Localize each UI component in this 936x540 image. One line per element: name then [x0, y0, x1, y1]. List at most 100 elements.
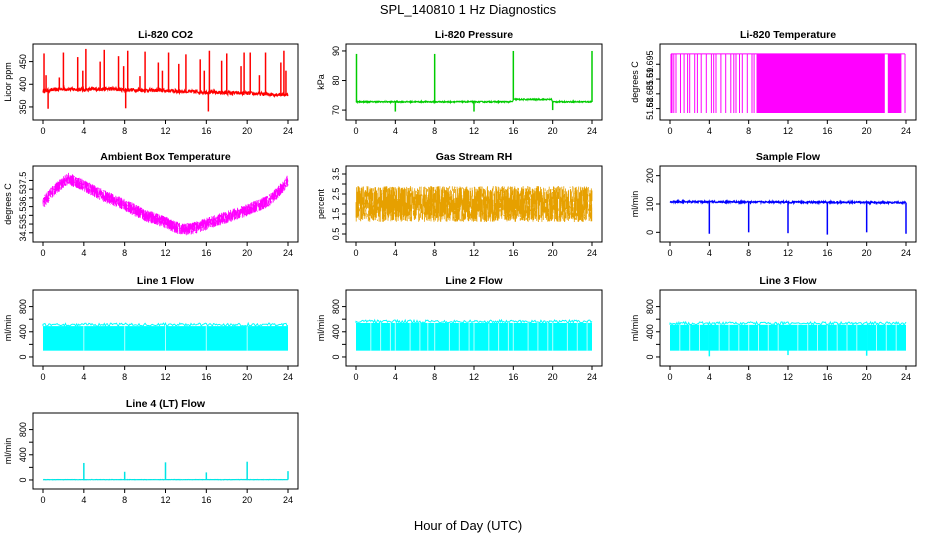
x-tick-label: 24: [901, 372, 911, 382]
x-tick-label: 4: [707, 248, 712, 258]
series-gap: [370, 322, 588, 351]
x-tick-label: 24: [283, 126, 293, 136]
y-axis-label: ml/min: [3, 438, 13, 465]
y-tick-label: 51.695: [645, 50, 655, 78]
x-tick-label: 20: [548, 248, 558, 258]
x-tick-label: 24: [587, 248, 597, 258]
y-tick-label: 0.5: [331, 228, 341, 241]
figure-xlabel: Hour of Day (UTC): [413, 518, 523, 533]
figure-title: SPL_140810 1 Hz Diagnostics: [379, 2, 557, 17]
x-tick-label: 8: [746, 372, 751, 382]
x-tick-label: 4: [707, 372, 712, 382]
x-tick-label: 0: [40, 372, 45, 382]
x-tick-label: 24: [587, 126, 597, 136]
x-tick-label: 20: [242, 248, 252, 258]
x-tick-label: 16: [201, 372, 211, 382]
panel-title: Li-820 Temperature: [740, 29, 836, 41]
x-tick-label: 8: [432, 126, 437, 136]
x-tick-label: 4: [81, 126, 86, 136]
chart-panel: Line 2 Flowml/min04812162024020040060080…: [316, 275, 603, 382]
x-tick-label: 20: [242, 126, 252, 136]
x-tick-label: 4: [393, 372, 398, 382]
panel-title: Line 1 Flow: [137, 275, 195, 287]
series-band: [355, 186, 593, 222]
x-tick-label: 4: [707, 126, 712, 136]
x-tick-label: 0: [353, 248, 358, 258]
y-tick-label: 70: [331, 105, 341, 115]
series-line: [669, 320, 907, 327]
x-tick-label: 8: [122, 126, 127, 136]
x-tick-label: 0: [353, 372, 358, 382]
y-tick-label: 450: [18, 54, 28, 69]
y-tick-label: 80: [331, 76, 341, 86]
chart-panel: Sample Flow ml/min 0 4 8 12 16 20 24 0 100 200: [630, 151, 917, 258]
x-tick-label: 20: [862, 248, 872, 258]
y-tick-label: 100: [645, 196, 655, 211]
y-tick-label: 800: [18, 299, 28, 314]
x-tick-label: 16: [201, 126, 211, 136]
x-tick-label: 8: [432, 372, 437, 382]
x-tick-label: 20: [862, 126, 872, 136]
x-tick-label: 16: [508, 126, 518, 136]
x-tick-label: 12: [469, 372, 479, 382]
x-tick-label: 20: [862, 372, 872, 382]
panel-title: Ambient Box Temperature: [100, 151, 231, 163]
y-axis-label: degrees C: [630, 61, 640, 103]
x-tick-label: 24: [901, 126, 911, 136]
y-axis-label: kPa: [316, 74, 326, 90]
x-tick-label: 0: [40, 248, 45, 258]
y-axis-label: ml/min: [630, 191, 640, 218]
x-tick-label: 24: [901, 248, 911, 258]
x-tick-label: 16: [822, 372, 832, 382]
x-tick-label: 20: [242, 372, 252, 382]
y-axis-label: ml/min: [3, 315, 13, 342]
x-tick-label: 12: [783, 372, 793, 382]
y-tick-label: 37.5: [18, 172, 28, 190]
x-tick-label: 4: [393, 126, 398, 136]
x-tick-label: 8: [122, 248, 127, 258]
x-tick-label: 16: [822, 126, 832, 136]
series-line: [42, 84, 289, 99]
x-tick-label: 12: [783, 248, 793, 258]
x-tick-label: 16: [508, 372, 518, 382]
x-tick-label: 0: [667, 248, 672, 258]
x-tick-label: 24: [587, 372, 597, 382]
x-tick-label: 8: [746, 126, 751, 136]
series-gap: [83, 326, 248, 351]
y-axis-label: percent: [316, 188, 326, 219]
x-tick-label: 12: [160, 495, 170, 505]
y-tick-label: 0: [645, 354, 655, 359]
y-tick-label: 400: [331, 324, 341, 339]
x-tick-label: 4: [81, 372, 86, 382]
x-tick-label: 0: [667, 372, 672, 382]
x-tick-label: 8: [746, 248, 751, 258]
x-tick-label: 0: [40, 126, 45, 136]
series-line: [355, 318, 593, 325]
y-tick-label: 800: [18, 422, 28, 437]
chart-panel: Line 1 Flowml/min04812162024020040060080…: [3, 275, 299, 382]
series-gap: [679, 324, 897, 351]
x-tick-label: 12: [160, 126, 170, 136]
x-tick-label: 24: [283, 372, 293, 382]
y-tick-label: 800: [331, 299, 341, 314]
x-tick-label: 0: [353, 126, 358, 136]
x-tick-label: 24: [283, 495, 293, 505]
y-tick-label: 800: [645, 299, 655, 314]
x-tick-label: 12: [160, 372, 170, 382]
x-tick-label: 20: [548, 372, 558, 382]
x-tick-label: 16: [822, 248, 832, 258]
x-tick-label: 12: [160, 248, 170, 258]
y-tick-label: 400: [18, 447, 28, 462]
chart-panel: Li-820 Temperature degrees C 0 4 8 12 16 20 24 51…: [630, 29, 917, 136]
chart-panel: Gas Stream RHpercent048121620240.511.522…: [316, 151, 603, 258]
y-tick-label: 0: [18, 477, 28, 482]
series-line: [670, 53, 906, 114]
x-tick-label: 12: [469, 248, 479, 258]
x-tick-label: 4: [393, 248, 398, 258]
y-tick-label: 0: [331, 354, 341, 359]
y-tick-label: 2.5: [331, 188, 341, 201]
panel-title: Li-820 Pressure: [435, 29, 513, 41]
panel-frame: [32, 43, 299, 121]
chart-panel: Ambient Box Temperature degrees C 0 4 8 12 16 2…: [3, 151, 299, 258]
